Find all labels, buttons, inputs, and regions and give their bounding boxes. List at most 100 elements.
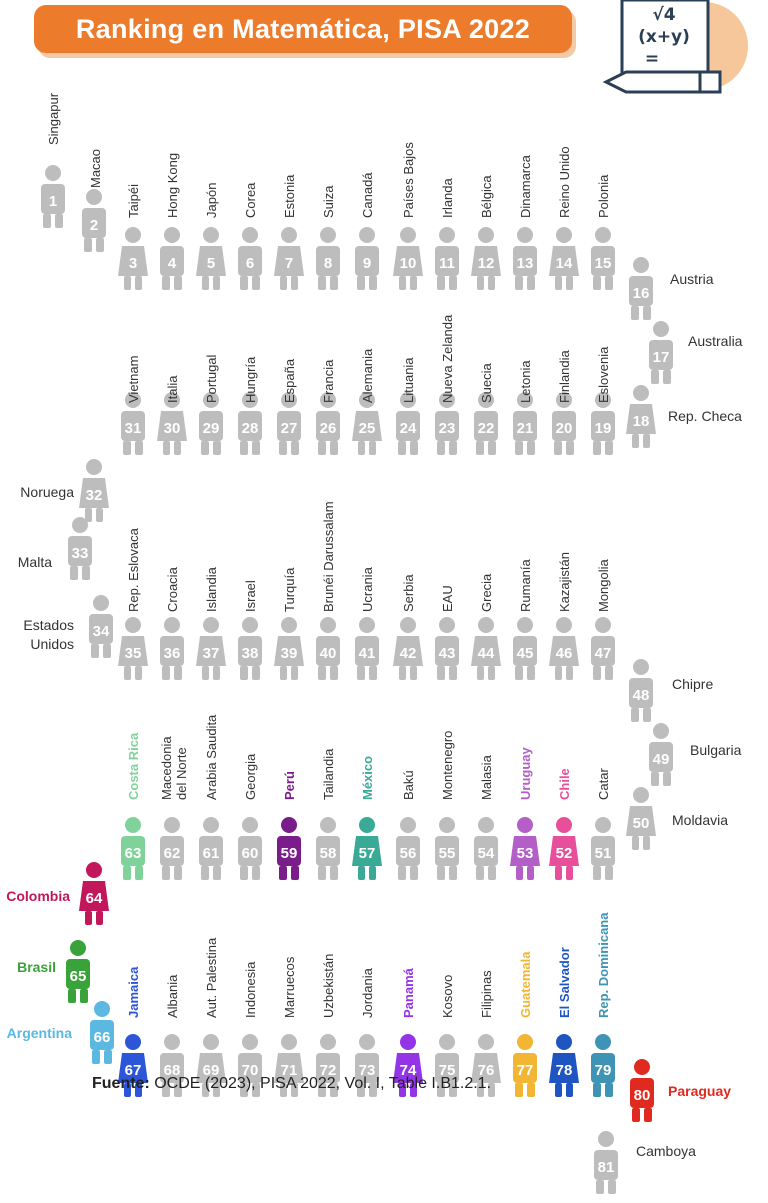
figure-leg [174, 666, 182, 680]
figure-leg [252, 666, 260, 680]
country-label: Bakú [401, 770, 416, 800]
figure-leg [369, 866, 376, 880]
figure-leg [104, 1050, 112, 1064]
figure-leg [644, 1108, 652, 1122]
figure-head [93, 595, 109, 611]
rank-number: 54 [478, 845, 495, 862]
figure-head [556, 617, 572, 633]
figure-leg [632, 1108, 640, 1122]
rank-number: 33 [72, 545, 89, 562]
country-label: Guatemala [518, 951, 533, 1018]
figure-body [66, 959, 90, 989]
person-figure-icon: 27 [277, 392, 301, 455]
country-label: Uzbekistán [321, 954, 336, 1018]
rank-number: 81 [598, 1159, 615, 1176]
figure-leg [593, 441, 601, 455]
figure-body [474, 411, 498, 441]
figure-leg [605, 1083, 613, 1097]
rank-number: 59 [281, 845, 298, 862]
figure-leg [449, 1083, 457, 1097]
figure-body [510, 836, 540, 866]
figure-leg [96, 911, 103, 925]
figure-leg [213, 666, 220, 680]
person-figure-icon: 56 [396, 817, 420, 880]
figure-leg [357, 1083, 365, 1097]
figure-leg [291, 1083, 298, 1097]
figure-leg [202, 666, 209, 680]
figure-leg [201, 441, 209, 455]
country-label: Estados Unidos [23, 617, 74, 652]
person-figure-icon: 48 [629, 659, 653, 722]
figure-head [634, 1059, 650, 1075]
figure-leg [566, 866, 573, 880]
country-label: Suiza [321, 185, 336, 218]
figure-leg [318, 666, 326, 680]
person-figure-icon: 11 [435, 227, 459, 290]
figure-leg [608, 1180, 616, 1194]
figure-leg [566, 276, 573, 290]
person-figure-icon: 60 [238, 817, 262, 880]
figure-head [400, 817, 416, 833]
figure-leg [124, 666, 131, 680]
figure-head [125, 227, 141, 243]
person-figure-icon: 68 [160, 1034, 184, 1097]
figure-leg [135, 276, 142, 290]
figure-leg [449, 666, 457, 680]
person-figure-icon: 49 [649, 723, 673, 786]
figure-body [41, 184, 65, 214]
rank-number: 21 [517, 420, 534, 437]
math-formula-icon: √4 (x+y) = [602, 0, 748, 94]
figure-head [359, 817, 375, 833]
figure-leg [449, 276, 457, 290]
figure-head [478, 617, 494, 633]
figure-leg [527, 1083, 535, 1097]
figure-leg [488, 1083, 495, 1097]
country-label: EAU [440, 585, 455, 612]
figure-head [242, 617, 258, 633]
person-figure-icon: 18 [626, 385, 656, 448]
figure-leg [103, 644, 111, 658]
figure-body [435, 411, 459, 441]
figure-head [517, 617, 533, 633]
figure-leg [280, 1083, 287, 1097]
country-label: Paraguay [668, 1083, 731, 1099]
country-label: Australia [688, 333, 743, 349]
figure-body [626, 404, 656, 434]
figure-leg [124, 276, 131, 290]
figure-leg [358, 441, 365, 455]
person-figure-icon: 24 [396, 392, 420, 455]
rank-number: 7 [285, 255, 293, 272]
figure-head [359, 617, 375, 633]
person-figure-icon: 6 [238, 227, 262, 290]
country-label: Filipinas [479, 970, 494, 1018]
figure-leg [358, 866, 365, 880]
rank-number: 61 [203, 845, 220, 862]
page-title: Ranking en Matemática, PISA 2022 [75, 14, 531, 44]
source-note: Fuente: OCDE (2023), PISA 2022, Vol. I, … [92, 1075, 491, 1093]
figure-leg [410, 1083, 417, 1097]
person-figure-icon: 41 [355, 617, 379, 680]
country-label: Israel [243, 580, 258, 612]
figure-body [90, 1020, 114, 1050]
person-figure-icon: 14 [549, 227, 579, 290]
rank-number: 37 [203, 645, 220, 662]
country-label: Georgia [243, 753, 258, 800]
figure-leg [632, 836, 639, 850]
figure-leg [91, 644, 99, 658]
figure-body [435, 1053, 459, 1083]
figure-leg [92, 1050, 100, 1064]
country-label: Francia [321, 359, 336, 403]
country-label: Italia [165, 375, 180, 403]
person-figure-icon: 59 [277, 817, 301, 880]
figure-head [400, 227, 416, 243]
figure-leg [515, 441, 523, 455]
rank-number: 77 [517, 1062, 534, 1079]
figure-leg [330, 866, 338, 880]
figure-head [320, 392, 336, 408]
figure-head [633, 385, 649, 401]
figure-head [598, 1131, 614, 1147]
figure-leg [96, 238, 104, 252]
country-label: Rep. Checa [668, 408, 742, 424]
rank-number: 46 [556, 645, 573, 662]
